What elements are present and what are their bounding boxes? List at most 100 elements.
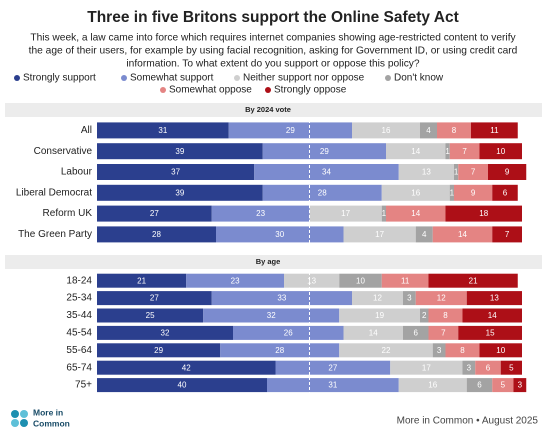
value-label: 3 xyxy=(518,381,523,390)
value-label: 5 xyxy=(501,381,506,390)
legend-label: Neither support nor oppose xyxy=(243,73,365,84)
value-label: 16 xyxy=(382,126,391,135)
value-label: 39 xyxy=(175,147,184,156)
bar-segment xyxy=(254,164,399,180)
bar-segment xyxy=(97,122,229,139)
category-label: Reform UK xyxy=(43,208,93,219)
value-label: 10 xyxy=(496,346,505,355)
value-label: 3 xyxy=(467,363,472,372)
bar-segment xyxy=(386,143,446,160)
value-label: 33 xyxy=(277,294,286,303)
value-label: 5 xyxy=(509,363,514,372)
value-label: 17 xyxy=(375,230,384,239)
bar-segment xyxy=(343,226,416,243)
category-label: 75+ xyxy=(75,380,92,391)
value-label: 9 xyxy=(471,188,476,197)
value-label: 14 xyxy=(411,209,420,218)
legend-label: Don't know xyxy=(394,73,444,84)
value-label: 14 xyxy=(488,311,497,320)
bar-segment xyxy=(386,205,446,222)
category-label: All xyxy=(81,125,92,136)
bar-segment xyxy=(228,122,352,139)
value-label: 11 xyxy=(401,276,410,285)
bar-segment xyxy=(97,273,187,288)
value-label: 31 xyxy=(328,381,337,390)
bar-segment xyxy=(428,308,463,323)
bar-segment xyxy=(466,291,522,306)
legend-marker xyxy=(121,75,127,81)
value-label: 17 xyxy=(422,363,431,372)
bar-segment xyxy=(97,291,212,306)
bar-segment xyxy=(449,184,454,201)
bar-segment xyxy=(309,205,382,222)
value-label: 37 xyxy=(171,168,180,177)
value-label: 2 xyxy=(422,311,427,320)
bar-segment xyxy=(211,205,310,222)
value-label: 6 xyxy=(414,329,419,338)
value-label: 7 xyxy=(505,230,510,239)
bar-segment xyxy=(428,325,459,340)
value-label: 31 xyxy=(158,126,167,135)
subtitle: information. To what extent do you suppo… xyxy=(126,59,419,70)
source: More in Common • August 2025 xyxy=(397,416,539,427)
bar-segment xyxy=(454,184,493,201)
bar-segment xyxy=(428,273,518,288)
bar-segment xyxy=(445,343,480,358)
bar-segment xyxy=(398,378,467,393)
value-label: 10 xyxy=(496,147,505,156)
bar-segment xyxy=(466,378,493,393)
value-label: 42 xyxy=(182,363,191,372)
bar-segment xyxy=(500,360,522,375)
bar-segment xyxy=(449,143,480,160)
bar-segment xyxy=(432,343,446,358)
value-label: 34 xyxy=(322,168,331,177)
value-label: 7 xyxy=(471,168,476,177)
logo-text: More in xyxy=(33,407,63,417)
bar-segment xyxy=(97,164,255,180)
bar-segment xyxy=(479,143,522,160)
bar-segment xyxy=(403,325,429,340)
bar-segment xyxy=(462,308,522,323)
bar-segment xyxy=(233,325,344,340)
logo-text: Common xyxy=(33,418,70,428)
bar-segment xyxy=(97,325,233,340)
value-label: 14 xyxy=(458,230,467,239)
value-label: 8 xyxy=(443,311,448,320)
bar-segment xyxy=(97,143,263,160)
value-label: 30 xyxy=(275,230,284,239)
panel-title: By age xyxy=(256,257,281,266)
bar-segment xyxy=(186,273,284,288)
bar-segment xyxy=(445,143,450,160)
bar-segment xyxy=(343,325,403,340)
value-label: 6 xyxy=(486,363,491,372)
bar-segment xyxy=(211,291,352,306)
value-label: 3 xyxy=(437,346,442,355)
value-label: 4 xyxy=(426,126,431,135)
legend-marker xyxy=(160,87,166,93)
bar-segment xyxy=(339,273,382,288)
bar-segment xyxy=(352,291,403,306)
value-label: 19 xyxy=(375,311,384,320)
bar-segment xyxy=(415,291,467,306)
bar-segment xyxy=(381,205,386,222)
value-label: 28 xyxy=(318,188,327,197)
bar-segment xyxy=(262,184,382,201)
bar-segment xyxy=(492,378,514,393)
bar-segment xyxy=(488,164,527,180)
bar-segment xyxy=(352,122,420,139)
legend-marker xyxy=(234,75,240,81)
value-label: 8 xyxy=(452,126,457,135)
bar-segment xyxy=(284,273,340,288)
bar-segment xyxy=(513,378,527,393)
category-label: 18-24 xyxy=(66,275,92,286)
value-label: 22 xyxy=(382,346,391,355)
bar-segment xyxy=(339,308,420,323)
value-label: 16 xyxy=(428,381,437,390)
bar-segment xyxy=(203,308,340,323)
bar-segment xyxy=(97,343,221,358)
bar-segment xyxy=(492,226,522,243)
category-label: Liberal Democrat xyxy=(16,187,92,198)
value-label: 1 xyxy=(445,147,450,156)
value-label: 14 xyxy=(369,329,378,338)
